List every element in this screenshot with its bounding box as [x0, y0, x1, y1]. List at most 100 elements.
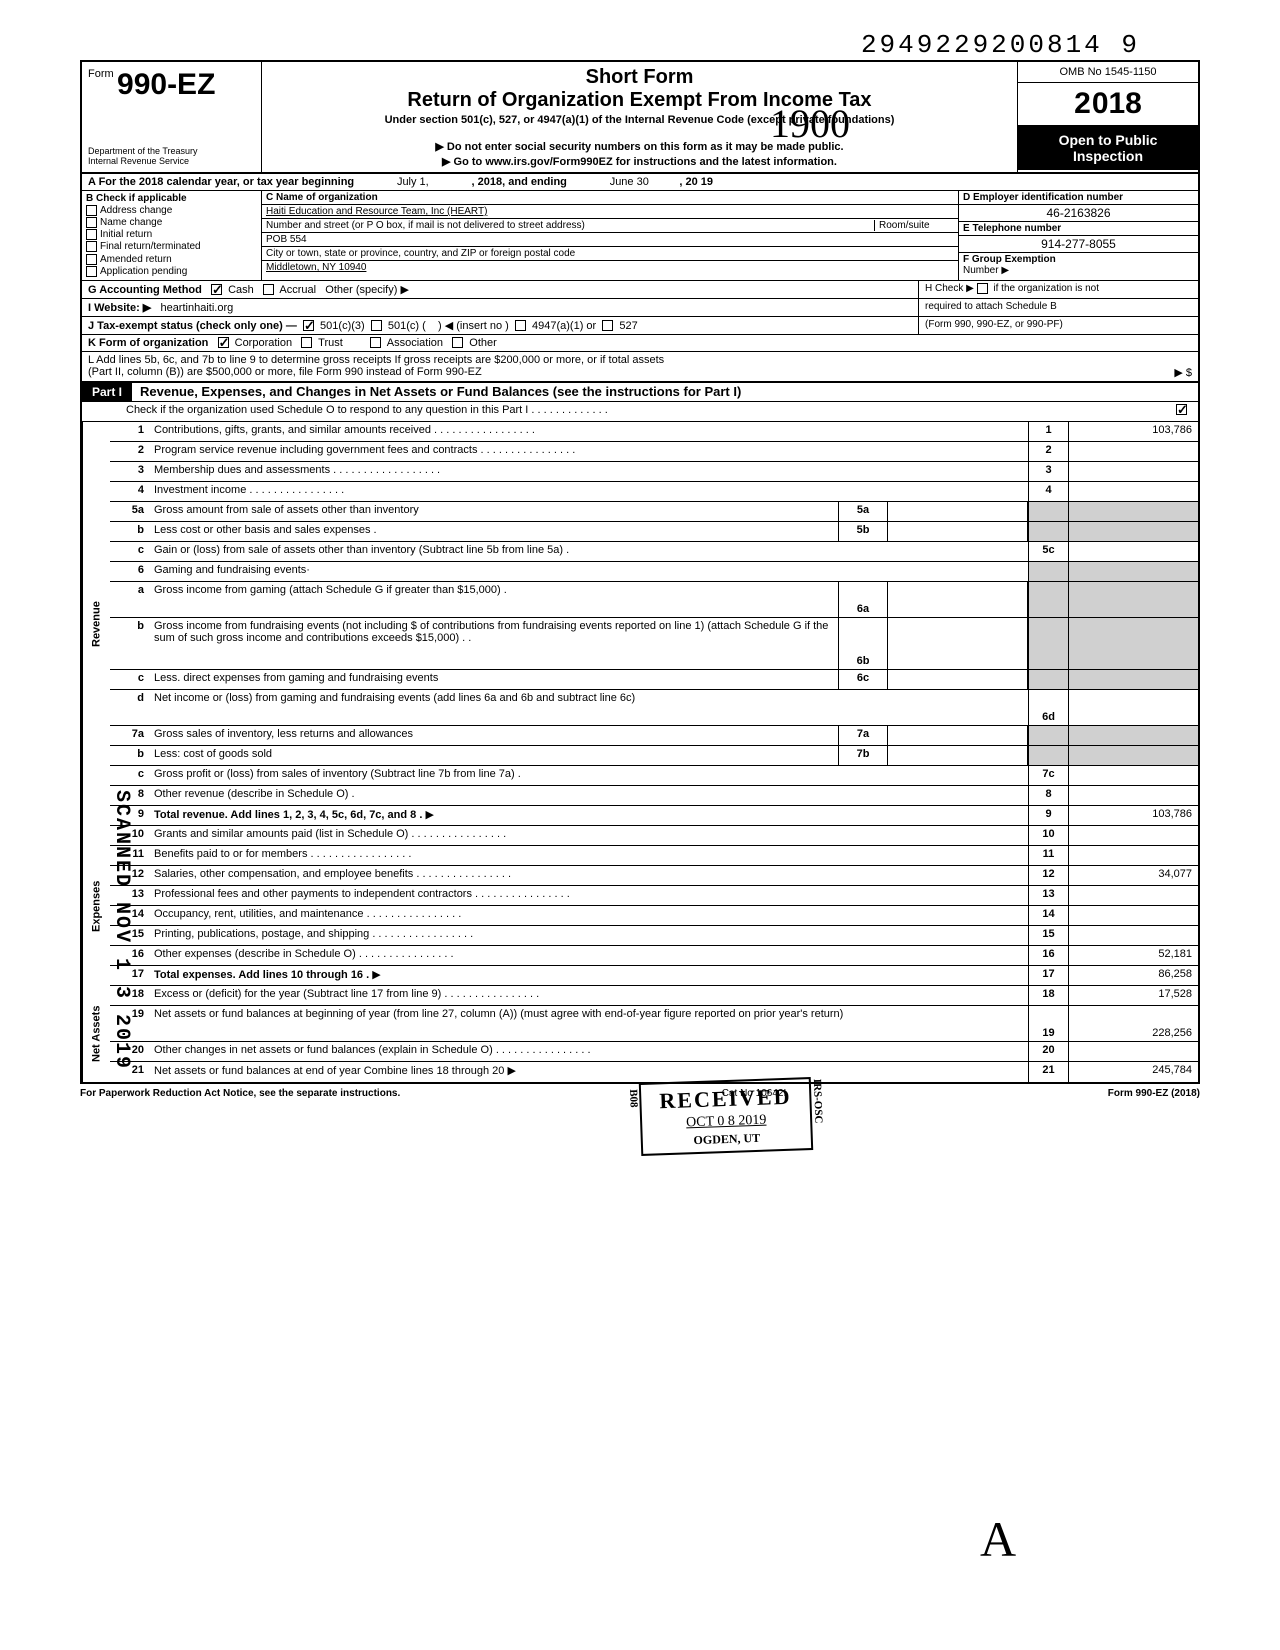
line-5c-box: 5c: [1028, 542, 1068, 561]
line-5c-amt: [1068, 542, 1198, 561]
open-public-1: Open to Public: [1024, 132, 1192, 148]
line-11-amt: [1068, 846, 1198, 865]
chk-501c[interactable]: [371, 320, 382, 331]
section-h-1: H Check ▶: [925, 283, 974, 294]
chk-cash[interactable]: [211, 284, 222, 295]
line-5a-desc: Gross amount from sale of assets other t…: [150, 502, 838, 521]
city-label: City or town, state or province, country…: [262, 247, 958, 261]
line-3-desc: Membership dues and assessments . .: [150, 462, 1028, 481]
line-5b-val: [888, 522, 1028, 541]
section-f-label: F Group Exemption: [963, 254, 1056, 265]
line-16-box: 16: [1028, 946, 1068, 965]
line-3-box: 3: [1028, 462, 1068, 481]
handwritten-initial: A: [980, 1510, 1016, 1568]
line-9-box: 9: [1028, 806, 1068, 825]
chk-amended[interactable]: [86, 254, 97, 265]
line-i: I Website: ▶ heartinhaiti.org required t…: [80, 299, 1200, 317]
lbl-assoc: Association: [387, 337, 443, 349]
handwritten-annotation: 1900: [770, 100, 850, 147]
line-11-box: 11: [1028, 846, 1068, 865]
chk-assoc[interactable]: [370, 337, 381, 348]
received-stamp: RECEIVED OCT 0 8 2019 OGDEN, UT B08 IRS-…: [639, 1077, 814, 1156]
line-6a-sub: 6a: [838, 582, 888, 617]
stamp-side-left: B08: [627, 1089, 640, 1108]
lbl-other-org: Other: [469, 337, 497, 349]
line-a-suffix: , 20 19: [679, 176, 713, 188]
line-7c-desc: Gross profit or (loss) from sales of inv…: [150, 766, 1028, 785]
chk-4947[interactable]: [515, 320, 526, 331]
line-3-num: 3: [110, 462, 150, 481]
chk-app-pending[interactable]: [86, 266, 97, 277]
tax-year: 20201818: [1018, 83, 1198, 125]
line-18-amt: 17,528: [1068, 986, 1198, 1005]
line-7b-sub: 7b: [838, 746, 888, 765]
chk-trust[interactable]: [301, 337, 312, 348]
line-21-desc: Net assets or fund balances at end of ye…: [150, 1062, 1028, 1082]
ssn-notice: ▶ Do not enter social security numbers o…: [270, 140, 1009, 153]
lbl-corp: Corporation: [235, 337, 292, 349]
line-17-amt: 86,258: [1068, 966, 1198, 985]
chk-accrual[interactable]: [263, 284, 274, 295]
lbl-4947: 4947(a)(1) or: [532, 320, 596, 332]
chk-other-org[interactable]: [452, 337, 463, 348]
chk-501c3[interactable]: [303, 320, 314, 331]
line-7c-num: c: [110, 766, 150, 785]
chk-final-return[interactable]: [86, 241, 97, 252]
line-6c-val: [888, 670, 1028, 689]
line-7a-shade: [1028, 726, 1068, 745]
chk-527[interactable]: [602, 320, 613, 331]
line-6c-sub: 6c: [838, 670, 888, 689]
chk-name-change[interactable]: [86, 217, 97, 228]
lbl-501c: 501(c) (: [388, 320, 426, 332]
phone-value: 914-277-8055: [1041, 237, 1116, 251]
line-a: A For the 2018 calendar year, or tax yea…: [80, 174, 1200, 191]
chk-address-change[interactable]: [86, 205, 97, 216]
line-7b-val: [888, 746, 1028, 765]
line-6a-amt-shade: [1068, 582, 1198, 617]
under-section: Under section 501(c), 527, or 4947(a)(1)…: [270, 114, 1009, 126]
line-7b-shade: [1028, 746, 1068, 765]
line-6c-amt-shade: [1068, 670, 1198, 689]
line-6b-desc: Gross income from fundraising events (no…: [150, 618, 838, 669]
line-5b-amt-shade: [1068, 522, 1198, 541]
line-20-box: 20: [1028, 1042, 1068, 1061]
section-e-label: E Telephone number: [963, 223, 1061, 234]
org-info-block: B Check if applicable Address change Nam…: [80, 191, 1200, 281]
city-value: Middletown, NY 10940: [266, 262, 366, 273]
line-4-desc: Investment income: [150, 482, 1028, 501]
chk-schedule-b[interactable]: [977, 283, 988, 294]
line-5b-sub: 5b: [838, 522, 888, 541]
line-6c-desc: Less. direct expenses from gaming and fu…: [150, 670, 838, 689]
website-notice: ▶ Go to www.irs.gov/Form990EZ for instru…: [270, 155, 1009, 168]
section-j-label: J Tax-exempt status (check only one) —: [88, 320, 297, 332]
line-16-amt: 52,181: [1068, 946, 1198, 965]
line-8-box: 8: [1028, 786, 1068, 805]
form-number: 990-EZ: [117, 68, 215, 101]
line-6b-val: [888, 618, 1028, 669]
website-value: heartinhaiti.org: [160, 302, 233, 314]
chk-initial-return[interactable]: [86, 229, 97, 240]
line-7b-desc: Less: cost of goods sold: [150, 746, 838, 765]
line-5b-desc: Less cost or other basis and sales expen…: [150, 522, 838, 541]
scanned-stamp: SCANNED NOV 1 3 2019: [110, 790, 133, 1070]
chk-corp[interactable]: [218, 337, 229, 348]
line-7b-amt-shade: [1068, 746, 1198, 765]
line-j: J Tax-exempt status (check only one) — 5…: [80, 317, 1200, 335]
line-7a-val: [888, 726, 1028, 745]
line-a-end: June 30: [610, 176, 649, 188]
line-1-num: 1: [110, 422, 150, 441]
footer-left: For Paperwork Reduction Act Notice, see …: [80, 1088, 400, 1099]
lbl-amended: Amended return: [100, 254, 172, 265]
line-15-desc: Printing, publications, postage, and shi…: [150, 926, 1028, 945]
chk-schedule-o[interactable]: [1176, 404, 1187, 415]
schedule-o-check-row: Check if the organization used Schedule …: [80, 402, 1200, 422]
line-6b-shade: [1028, 618, 1068, 669]
line-5a-val: [888, 502, 1028, 521]
line-4-num: 4: [110, 482, 150, 501]
line-15-amt: [1068, 926, 1198, 945]
omb-number: OMB No 1545-1150: [1018, 62, 1198, 83]
line-6b-num: b: [110, 618, 150, 669]
line-10-box: 10: [1028, 826, 1068, 845]
line-6-num: 6: [110, 562, 150, 581]
line-2-desc: Program service revenue including govern…: [150, 442, 1028, 461]
